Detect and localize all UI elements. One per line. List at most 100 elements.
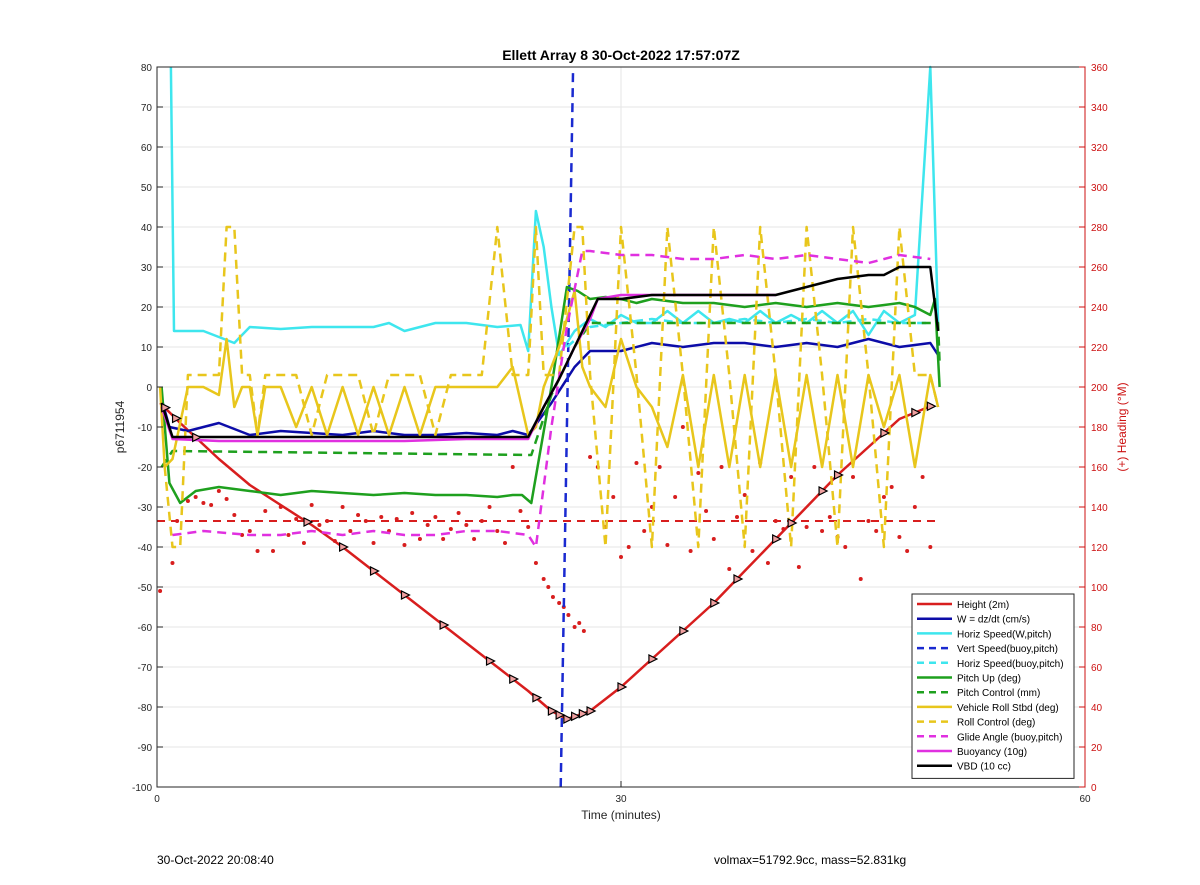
heading-point: [526, 525, 531, 529]
heading-point: [611, 495, 616, 499]
heading-point: [577, 621, 582, 625]
height-marker: [617, 682, 628, 692]
heading-point: [247, 529, 252, 533]
legend-label-roll_ctrl: Roll Control (deg): [957, 718, 1035, 729]
height-markers-layer: [161, 401, 937, 724]
legend-label-w: W = dz/dt (cm/s): [957, 615, 1030, 626]
series-vert_buoy: [559, 66, 575, 788]
y-tick-label: -10: [138, 423, 153, 434]
heading-tick-label: 20: [1091, 743, 1103, 754]
heading-point: [843, 545, 848, 549]
legend: Height (2m) W = dz/dt (cm/s) Horiz Speed(W…: [911, 593, 1075, 779]
heading-point: [588, 455, 593, 459]
heading-point: [920, 475, 925, 479]
y-tick-label: -90: [138, 743, 153, 754]
heading-tick-label: 60: [1091, 663, 1103, 674]
y-tick-label: 70: [141, 103, 153, 114]
heading-tick-label: 80: [1091, 623, 1103, 634]
x-tick-label: 0: [154, 794, 160, 805]
legend-label-height: Height (2m): [957, 600, 1009, 611]
heading-point: [572, 625, 577, 629]
heading-tick-label: 320: [1091, 143, 1108, 154]
y-tick-label: 50: [141, 183, 153, 194]
heading-point: [232, 513, 237, 517]
heading-point: [170, 561, 175, 565]
y-tick-label: 60: [141, 143, 153, 154]
legend-label-buoyancy: Buoyancy (10g): [957, 747, 1027, 758]
heading-point: [812, 465, 817, 469]
heading-point: [518, 509, 523, 513]
heading-point: [541, 577, 546, 581]
legend-label-vert_buoy: Vert Speed(buoy,pitch): [957, 644, 1058, 655]
y-tick-label: 80: [141, 63, 153, 74]
height-marker: [787, 518, 798, 528]
series-horiz_buoy: [566, 317, 931, 348]
heading-point: [858, 577, 863, 581]
heading-point: [456, 511, 461, 515]
y-tick-label: 0: [146, 383, 152, 394]
y-tick-label: -50: [138, 583, 153, 594]
heading-point: [340, 505, 345, 509]
heading-point: [765, 561, 770, 565]
y-tick-label: 20: [141, 303, 153, 314]
footer-vehicle-info: volmax=51792.9cc, mass=52.831kg: [714, 853, 907, 867]
heading-point: [487, 505, 492, 509]
series-pitch: [160, 285, 941, 505]
heading-point: [673, 495, 678, 499]
heading-point: [472, 537, 477, 541]
legend-label-roll: Vehicle Roll Stbd (deg): [957, 703, 1059, 714]
heading-point: [581, 629, 586, 633]
height-marker: [439, 620, 450, 630]
series-layer: [158, 65, 941, 788]
heading-point: [827, 515, 832, 519]
y-tick-label: -70: [138, 663, 153, 674]
height-marker: [369, 566, 380, 576]
heading-tick-label: 0: [1091, 783, 1097, 794]
heading-tick-label: 200: [1091, 383, 1108, 394]
heading-point: [735, 515, 739, 519]
heading-point: [796, 565, 801, 569]
heading-point: [425, 523, 430, 527]
heading-point: [309, 503, 314, 507]
heading-point: [889, 485, 894, 489]
height-marker: [509, 674, 520, 684]
height-marker: [303, 517, 314, 527]
heading-point: [881, 495, 886, 499]
heading-point: [224, 497, 229, 501]
heading-tick-label: 40: [1091, 703, 1103, 714]
heading-point: [495, 529, 500, 533]
heading-point: [185, 499, 190, 503]
heading-tick-label: 140: [1091, 503, 1108, 514]
legend-label-glide: Glide Angle (buoy,pitch): [957, 732, 1062, 743]
height-marker: [563, 714, 574, 724]
legend-label-vbd: VBD (10 cc): [957, 762, 1011, 773]
heading-point: [727, 567, 732, 571]
heading-point: [175, 519, 180, 523]
heading-point: [441, 537, 446, 541]
heading-tick-label: 340: [1091, 103, 1108, 114]
legend-label-horiz_w: Horiz Speed(W,pitch): [957, 629, 1051, 640]
heading-point: [704, 509, 709, 513]
y-tick-label: -20: [138, 463, 153, 474]
heading-point: [410, 511, 415, 515]
heading-tick-label: 160: [1091, 463, 1108, 474]
y-axis-label: p6711954: [113, 400, 127, 453]
heading-point: [634, 461, 639, 465]
y-tick-label: 40: [141, 223, 153, 234]
x-tick-label: 30: [615, 794, 627, 805]
legend-label-pitch: Pitch Up (deg): [957, 674, 1021, 685]
heading-point: [680, 425, 685, 429]
heading-point: [550, 595, 555, 599]
heading-tick-label: 280: [1091, 223, 1108, 234]
heading-point: [402, 543, 407, 547]
chart-title: Ellett Array 8 30-Oct-2022 17:57:07Z: [502, 47, 740, 63]
series-w: [160, 337, 940, 437]
height-marker: [555, 710, 566, 720]
height-marker: [547, 706, 558, 716]
heading-point: [448, 527, 453, 531]
heading-point: [363, 519, 368, 523]
heading-point: [905, 549, 910, 553]
height-marker: [772, 534, 783, 544]
height-marker: [926, 401, 937, 412]
